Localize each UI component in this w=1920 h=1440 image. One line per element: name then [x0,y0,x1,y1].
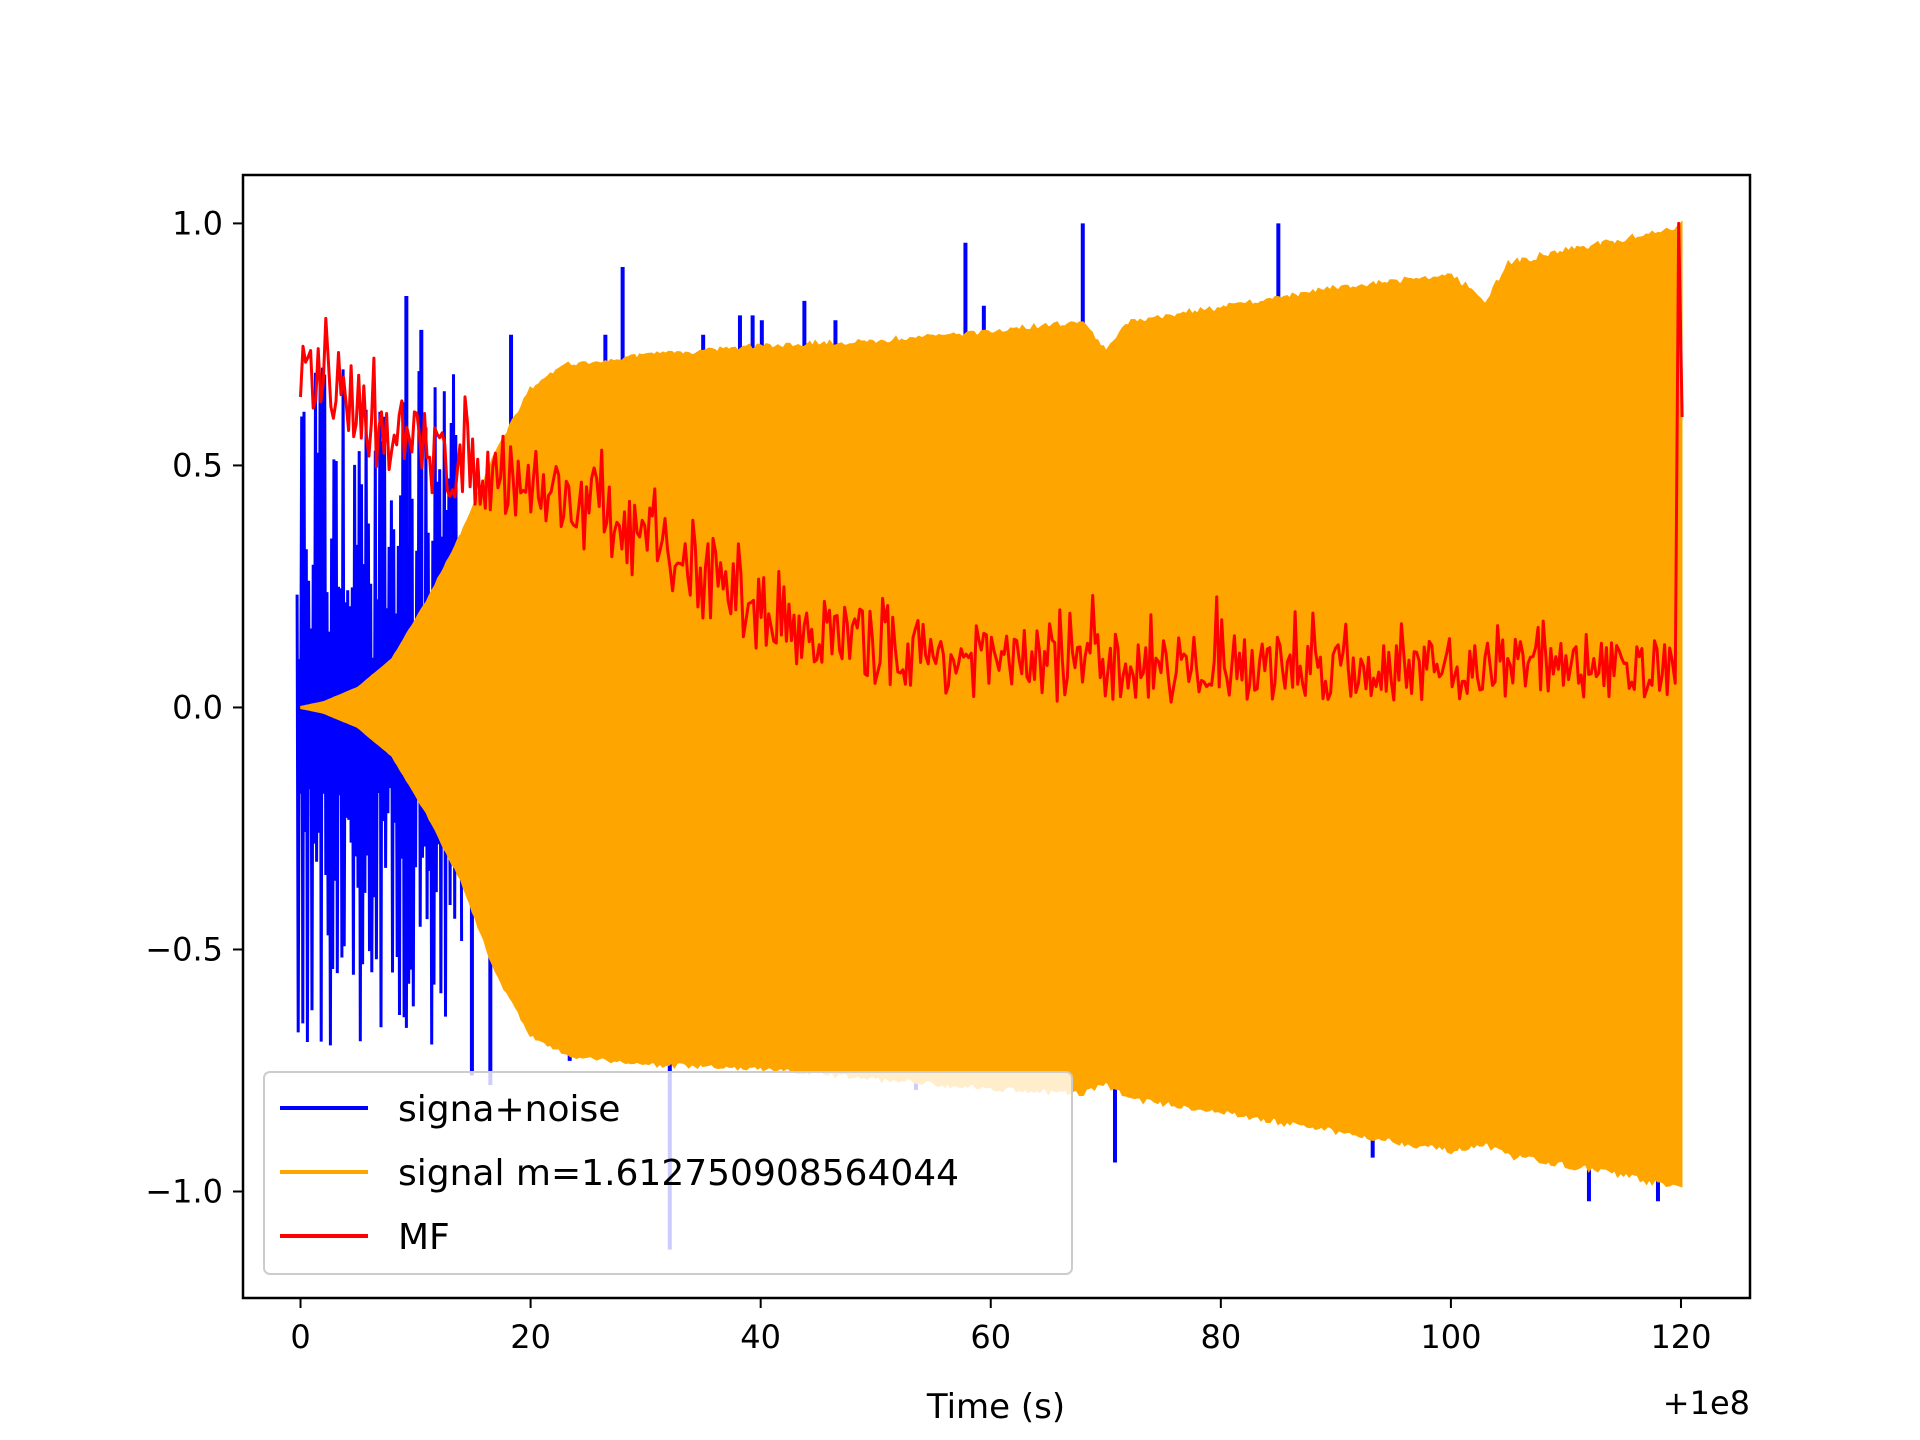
legend-label-signal-noise: signa+noise [398,1089,620,1130]
x-tick-label-0: 0 [290,1318,310,1356]
y-tick-label-3: −0.5 [145,930,223,968]
x-tick-label-6: 120 [1650,1318,1711,1356]
legend-label-mf: MF [398,1217,450,1258]
series-layer [295,220,1684,1250]
axes-layer: 0 20 40 60 80 100 120 1.0 0.5 0.0 −0.5 −1.0 [145,204,1711,1356]
x-tick-label-2: 40 [740,1318,781,1356]
series-signal-noise-line [295,367,464,1046]
legend: signa+noise signal m=1.612750908564044 M… [263,1071,1073,1275]
x-tick-label-3: 60 [970,1318,1011,1356]
legend-box [263,1071,1073,1275]
y-tick-label-4: −1.0 [145,1173,223,1211]
x-tick-label-5: 100 [1420,1318,1481,1356]
y-tick-label-0: 1.0 [172,204,223,242]
x-tick-label-4: 80 [1200,1318,1241,1356]
x-tick-label-1: 20 [510,1318,551,1356]
legend-label-signal: signal m=1.612750908564044 [398,1153,959,1194]
y-tick-label-1: 0.5 [172,446,223,484]
y-tick-label-2: 0.0 [172,688,223,726]
x-axis-label: Time (s) [926,1387,1065,1427]
plot-frame [241,173,1752,1300]
x-axis-offset-label: +1e8 [1663,1384,1750,1422]
series-mf-line [299,221,1684,704]
series-signal-area [300,220,1683,1188]
